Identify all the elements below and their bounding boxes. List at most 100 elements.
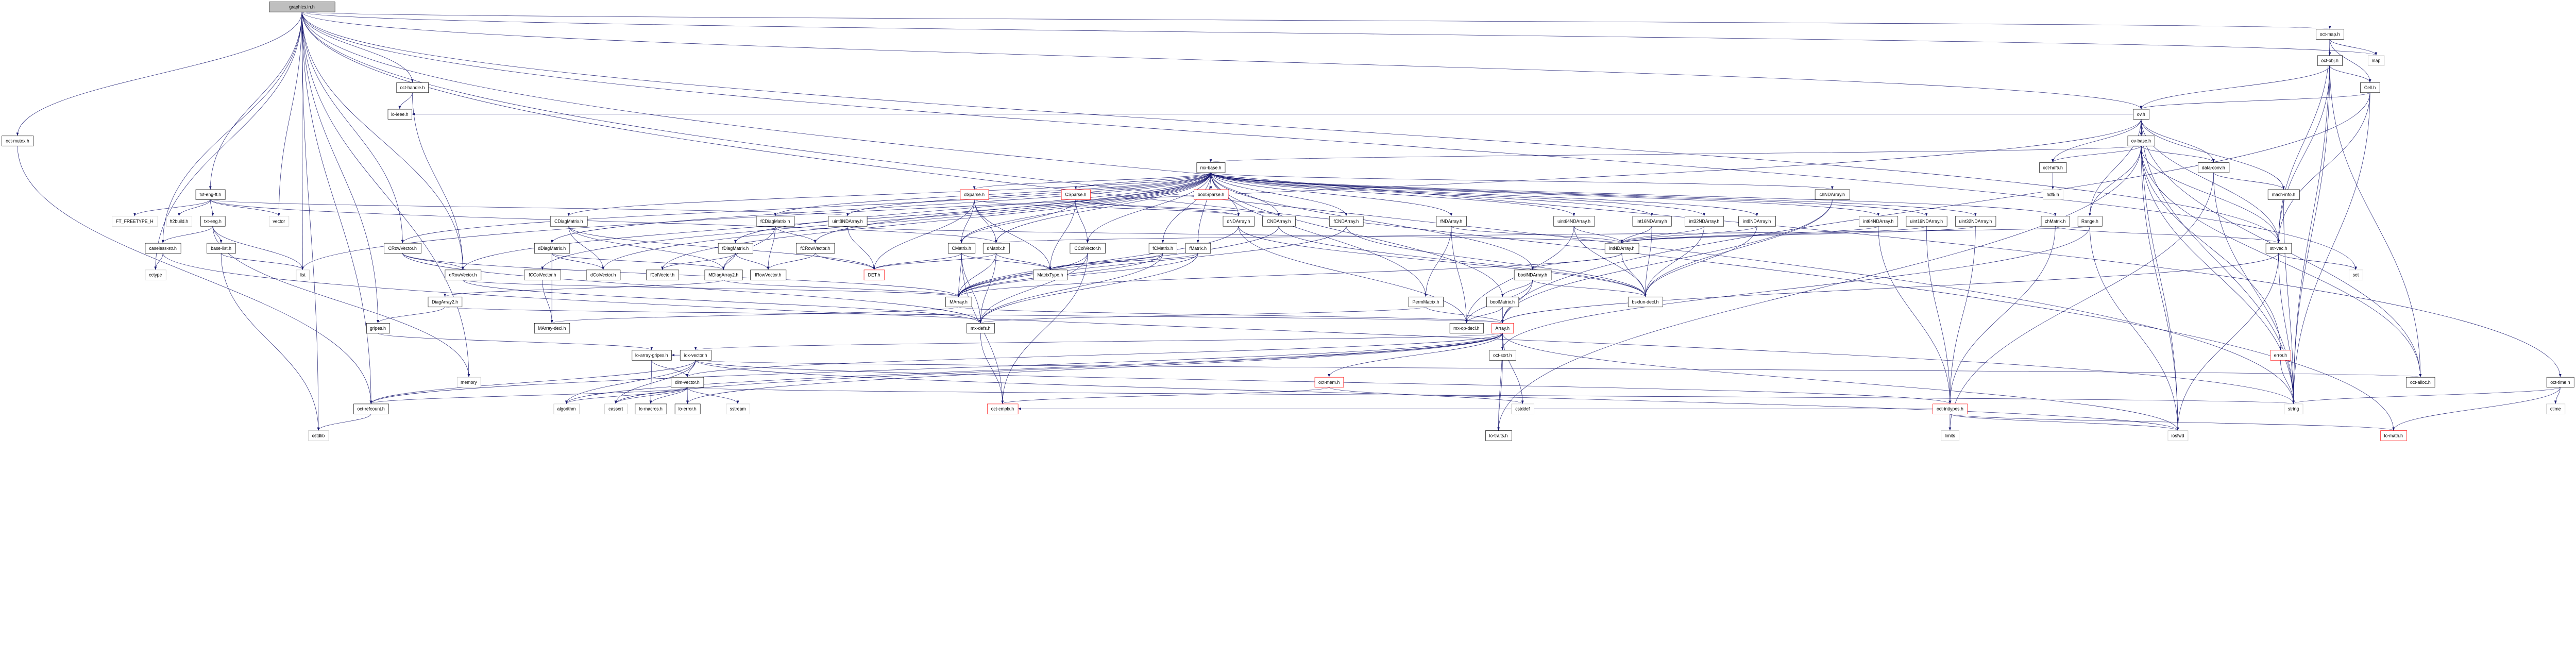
node-frowvector-h[interactable]: fRowVector.h [750,269,787,280]
node-oct-mem-h[interactable]: oct-mem.h [1314,377,1344,388]
node-oct-obj-h[interactable]: oct-obj.h [2317,55,2343,66]
node-map[interactable]: map [2368,55,2385,66]
node-range-h[interactable]: Range.h [2077,216,2103,227]
node-lo-error-h[interactable]: lo-error.h [674,403,701,414]
node-marray-h[interactable]: MArray.h [945,296,972,308]
node-lo-math-h[interactable]: lo-math.h [2380,430,2407,441]
node-csparse-h[interactable]: CSparse.h [1061,189,1091,200]
node-int64ndarray-h[interactable]: int64NDArray.h [1859,216,1899,227]
node-fndarray-h[interactable]: fNDArray.h [1436,216,1467,227]
node-cdiagmatrix-h[interactable]: CDiagMatrix.h [550,216,588,227]
node-chmatrix-h[interactable]: chMatrix.h [2041,216,2070,227]
node-oct-inttypes-h[interactable]: oct-inttypes.h [1933,403,1968,414]
node-lo-ieee-h[interactable]: lo-ieee.h [387,109,412,120]
node-dsparse-h[interactable]: dSparse.h [960,189,989,200]
node-lo-traits-h[interactable]: lo-traits.h [1485,430,1512,441]
node-ft2build-h[interactable]: ft2build.h [166,216,192,227]
node-set[interactable]: set [2349,269,2363,280]
node-oct-map-h[interactable]: oct-map.h [2316,29,2344,40]
node-int8ndarray-h[interactable]: int8NDArray.h [1738,216,1776,227]
node-dndarray-h[interactable]: dNDArray.h [1223,216,1255,227]
node-ddiagmatrix-h[interactable]: dDiagMatrix.h [534,243,570,254]
node-ov-base-h[interactable]: ov-base.h [2127,136,2155,146]
node-bsxfun-decl-h[interactable]: bsxfun-decl.h [1628,296,1663,308]
node-matrixtype-h[interactable]: MatrixType.h [1033,269,1067,280]
node-oct-hdf5-h[interactable]: oct-hdf5.h [2039,162,2067,173]
node-fccolvector-h[interactable]: fCColVector.h [524,269,561,280]
node-uint32ndarray-h[interactable]: uint32NDArray.h [1955,216,1996,227]
node-str-vec-h[interactable]: str-vec.h [2265,243,2292,254]
node-ccolvector-h[interactable]: CColVector.h [1070,243,1106,254]
node-uint64ndarray-h[interactable]: uint64NDArray.h [1553,216,1595,227]
node-oct-alloc-h[interactable]: oct-alloc.h [2405,377,2435,388]
node-hdf5-h[interactable]: hdf5.h [2043,189,2063,200]
node-dcolvector-h[interactable]: dColVector.h [586,269,621,280]
node-cndarray-h[interactable]: CNDArray.h [1262,216,1296,227]
node-list[interactable]: list [296,269,310,280]
node-mx-op-decl-h[interactable]: mx-op-decl.h [1449,323,1484,334]
node-ov-h[interactable]: ov.h [2133,109,2149,120]
node-data-conv-h[interactable]: data-conv.h [2198,162,2230,173]
node-gripes-h[interactable]: gripes.h [366,323,390,334]
node-int32ndarray-h[interactable]: int32NDArray.h [1685,216,1724,227]
node-permmatrix-h[interactable]: PermMatrix.h [1408,296,1444,308]
node-idx-vector-h[interactable]: idx-vector.h [680,350,712,361]
node-det-h[interactable]: DET.h [863,269,885,280]
node-boolmatrix-h[interactable]: boolMatrix.h [1486,296,1519,308]
node-caseless-str-h[interactable]: caseless-str.h [145,243,181,254]
node-iosfwd[interactable]: iosfwd [2167,430,2189,441]
node-base-list-h[interactable]: base-list.h [207,243,236,254]
node-drowvector-h[interactable]: dRowVector.h [445,269,482,280]
node-dim-vector-h[interactable]: dim-vector.h [671,377,704,388]
node-boolndarray-h[interactable]: boolNDArray.h [1514,269,1552,280]
node-array-h[interactable]: Array.h [1492,323,1514,334]
node-mach-info-h[interactable]: mach-info.h [2267,189,2300,200]
node-string[interactable]: string [2284,403,2303,414]
node-oct-time-h[interactable]: oct-time.h [2546,377,2574,388]
node-cmatrix-h[interactable]: CMatrix.h [948,243,976,254]
node-mx-base-h[interactable]: mx-base.h [1196,162,1226,173]
node-ctime[interactable]: ctime [2546,403,2566,414]
node-oct-sort-h[interactable]: oct-sort.h [1489,350,1516,361]
node-fcmatrix-h[interactable]: fCMatrix.h [1148,243,1177,254]
node-mdiagarray2-h[interactable]: MDiagArray2.h [704,269,743,280]
node-oct-handle-h[interactable]: oct-handle.h [396,82,429,93]
node-fcdiagmatrix-h[interactable]: fCDiagMatrix.h [756,216,795,227]
node-txt-eng-ft-h[interactable]: txt-eng-ft.h [195,189,226,200]
node-txt-eng-h[interactable]: txt-eng.h [200,216,226,227]
node-dmatrix-h[interactable]: dMatrix.h [982,243,1010,254]
node-cell-h[interactable]: Cell.h [2360,82,2380,93]
node-oct-cmplx-h[interactable]: oct-cmplx.h [987,403,1019,414]
node-lo-macros-h[interactable]: lo-macros.h [635,403,667,414]
node-uint16ndarray-h[interactable]: uint16NDArray.h [1906,216,1947,227]
node-cassert[interactable]: cassert [604,403,628,414]
node-cstddef[interactable]: cstddef [1511,403,1534,414]
node-ft-freetype-h[interactable]: FT_FREETYPE_H [112,216,158,227]
node-diagarray2-h[interactable]: DiagArray2.h [428,296,463,308]
node-uint8ndarray-h[interactable]: uint8NDArray.h [828,216,868,227]
node-vector[interactable]: vector [269,216,290,227]
node-marray-decl-h[interactable]: MArray-decl.h [534,323,570,334]
node-chndarray-h[interactable]: chNDArray.h [1815,189,1850,200]
node-sstream[interactable]: sstream [726,403,750,414]
node-lo-array-gripes-h[interactable]: lo-array-gripes.h [632,350,672,361]
node-oct-refcount-h[interactable]: oct-refcount.h [353,403,389,414]
node-fcrowvector-h[interactable]: fCRowVector.h [796,243,835,254]
node-oct-mutex-h[interactable]: oct-mutex.h [2,136,34,146]
node-fmatrix-h[interactable]: fMatrix.h [1185,243,1211,254]
node-int16ndarray-h[interactable]: int16NDArray.h [1632,216,1672,227]
node-fcolvector-h[interactable]: fColVector.h [646,269,679,280]
node-cctype[interactable]: cctype [145,269,166,280]
node-memory[interactable]: memory [457,377,481,388]
node-algorithm[interactable]: algorithm [553,403,580,414]
node-error-h[interactable]: error.h [2270,350,2291,361]
node-fdiagmatrix-h[interactable]: fDiagMatrix.h [718,243,753,254]
node-fcndarray-h[interactable]: fCNDArray.h [1329,216,1364,227]
node-limits[interactable]: limits [1941,430,1960,441]
node-boolsparse-h[interactable]: boolSparse.h [1194,189,1229,200]
node-graphics-in-h[interactable]: graphics.in.h [269,2,335,12]
node-crowvector-h[interactable]: CRowVector.h [384,243,421,254]
node-intndarray-h[interactable]: intNDArray.h [1604,243,1639,254]
node-mx-defs-h[interactable]: mx-defs.h [967,323,995,334]
node-cstdlib[interactable]: cstdlib [308,430,329,441]
